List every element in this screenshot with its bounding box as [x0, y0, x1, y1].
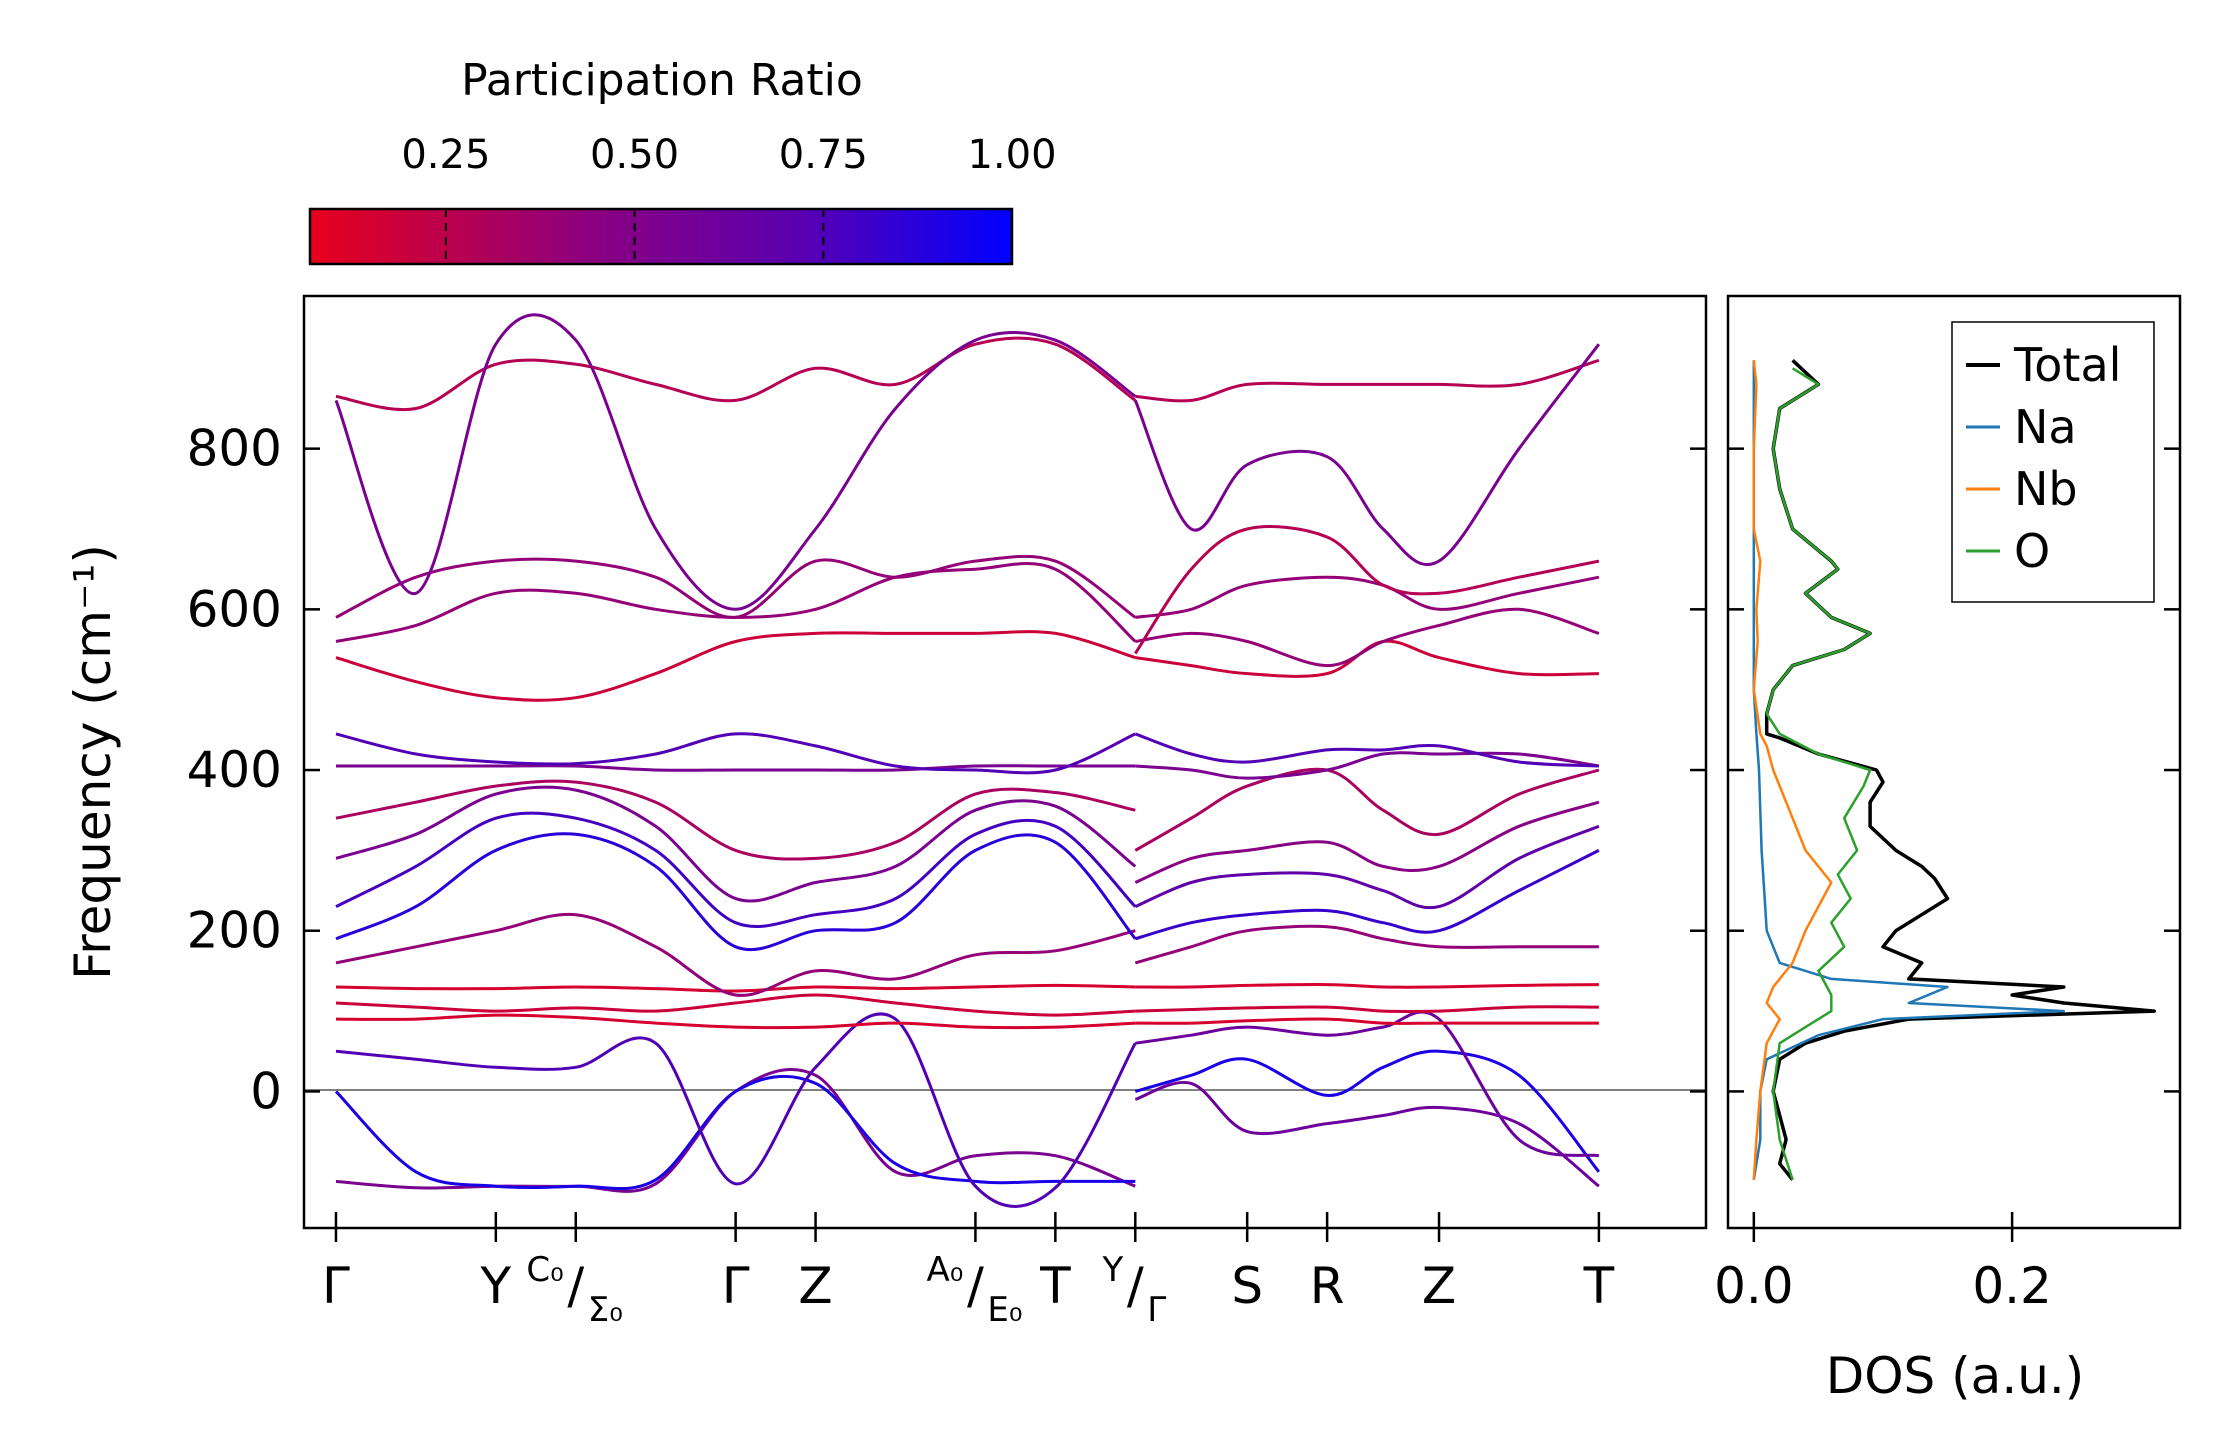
band-xtick-label: T	[1039, 1257, 1071, 1315]
band-xtick-label: Z	[798, 1257, 832, 1315]
band-xtick-label-slash: /	[567, 1257, 584, 1315]
dos-legend-items: Total Na Nb O	[1966, 338, 2121, 578]
band-line-seg2-top-1	[1135, 358, 1600, 403]
colorbar: Participation Ratio 0.25 0.50 0.75 1.00	[308, 55, 1057, 266]
band-ytick-label: 200	[187, 902, 282, 960]
band-line-seg2-optic-3	[1135, 1010, 1600, 1158]
dos-legend: Total Na Nb O	[1951, 321, 2155, 603]
band-axes-frame	[302, 294, 1708, 1230]
band-line-seg1-high-2	[335, 732, 1136, 775]
band-xtick-label-slash: /	[967, 1257, 984, 1315]
band-line-seg2-o-2	[1135, 607, 1600, 668]
legend-label-nb: Nb	[2014, 462, 2078, 516]
band-line-seg1-o-3	[335, 554, 1137, 619]
legend-label-o: O	[2014, 524, 2050, 578]
band-line-seg1-top-1	[335, 336, 1137, 412]
band-line-seg1-optic-3	[335, 1012, 1137, 1208]
band-line-seg1-mid-1	[335, 1013, 1136, 1030]
legend-label-total: Total	[2013, 338, 2121, 392]
band-xtick-label-sub: Σ₀	[588, 1290, 623, 1330]
colorbar-label: Participation Ratio	[461, 55, 863, 106]
band-line-seg2-high-1	[1135, 751, 1600, 780]
band-xtick-label: Z	[1422, 1257, 1456, 1315]
band-line-seg2-high-2	[1134, 732, 1599, 768]
colorbar-tick-label: 0.25	[401, 132, 490, 178]
band-line-seg1-o-1	[335, 630, 1136, 702]
band-line-seg2-mid-7	[1134, 800, 1600, 884]
band-line-seg1-optic-1	[335, 1067, 1136, 1193]
band-xtick-label: S	[1231, 1257, 1263, 1315]
band-xtick-label-slash: /	[1127, 1257, 1144, 1315]
band-ytick-label: 800	[187, 420, 282, 478]
band-line-seg2-optic-2	[1134, 1049, 1601, 1173]
band-xtick-label: Γ	[322, 1257, 350, 1315]
colorbar-tick-label: 0.75	[779, 132, 868, 178]
band-line-seg1-mid-4	[335, 912, 1136, 997]
band-line-seg2-top-2	[1133, 343, 1601, 567]
band-line-seg1-mid-3	[335, 983, 1136, 993]
band-line-seg1-mid-8	[335, 779, 1136, 861]
band-ytick-label: 400	[187, 741, 282, 799]
dos-ticks: 0.0 0.2	[1714, 447, 2180, 1315]
dos-line-nb	[1752, 360, 1833, 1180]
band-line-seg2-mid-8	[1134, 767, 1600, 852]
band-line-seg2-o-3	[1135, 575, 1600, 619]
phonon-bands	[334, 313, 1601, 1208]
dos-legend-frame	[1951, 321, 2155, 603]
dos-line-na	[1752, 360, 2066, 1180]
band-line-seg2-optic-1	[1134, 1080, 1600, 1188]
band-line-seg1-o-2	[335, 562, 1137, 643]
band-line-seg1-mid-2	[335, 993, 1136, 1017]
band-xtick-label-sub: E₀	[987, 1290, 1022, 1330]
band-ytick-label: 600	[187, 580, 282, 638]
band-line-seg1-top-2	[334, 313, 1137, 611]
band-xtick-label-fraction: A₀ / E₀	[927, 1250, 1023, 1330]
band-ytick-label: 0	[250, 1062, 282, 1120]
dos-panel: 0.0 0.2 DOS (a.u.) Total Na Nb O	[1714, 294, 2182, 1405]
dos-xtick-label: 0.2	[1972, 1257, 2052, 1315]
colorbar-gradient	[308, 207, 1014, 266]
dos-xtick-label: 0.0	[1714, 1257, 1794, 1315]
band-xtick-label: Y	[480, 1257, 512, 1315]
dos-line-o	[1765, 367, 1872, 1181]
band-xtick-label-sup: Y	[1102, 1250, 1124, 1290]
colorbar-tick-label: 0.50	[590, 132, 679, 178]
band-xtick-label-sub: Γ	[1147, 1290, 1166, 1330]
band-line-seg2-mid-5	[1134, 849, 1600, 941]
band-xtick-label-sup: C₀	[526, 1250, 563, 1290]
band-line-seg1-mid-6	[335, 811, 1137, 928]
band-line-seg2-o-4	[1134, 525, 1600, 655]
band-line-seg2-mid-1	[1135, 1017, 1599, 1025]
band-line-seg2-mid-4	[1134, 924, 1599, 965]
band-xtick-label-fraction: C₀ / Σ₀	[526, 1250, 623, 1330]
band-line-seg1-mid-7	[335, 785, 1137, 903]
colorbar-ticks: 0.25 0.50 0.75 1.00	[401, 132, 1057, 264]
band-x-ticks: Γ Y C₀ / Σ₀ Γ Z A₀ / E₀ T Y / Γ S R Z T	[322, 1212, 1615, 1330]
band-xtick-label-fraction: Y / Γ	[1102, 1250, 1167, 1330]
band-xtick-label: T	[1583, 1257, 1615, 1315]
band-line-seg1-mid-5	[335, 832, 1137, 952]
dos-curves	[1752, 359, 2156, 1181]
band-line-seg1-optic-2	[334, 1074, 1136, 1191]
band-y-ticks: 0 200 400 600 800	[187, 420, 1706, 1120]
dos-xlabel: DOS (a.u.)	[1826, 1347, 2085, 1405]
colorbar-tick-label: 1.00	[967, 132, 1056, 178]
band-line-seg2-o-1	[1135, 639, 1599, 678]
legend-label-na: Na	[2014, 400, 2077, 454]
band-xtick-label-sup: A₀	[927, 1250, 964, 1290]
band-xtick-label: Γ	[722, 1257, 750, 1315]
band-ylabel: Frequency (cm⁻¹)	[64, 544, 122, 980]
dos-axes-frame	[1726, 294, 2182, 1230]
band-line-seg2-mid-2	[1135, 1005, 1599, 1014]
band-xtick-label: R	[1310, 1257, 1345, 1315]
band-line-seg1-high-1	[336, 764, 1136, 772]
band-line-seg2-mid-6	[1134, 824, 1600, 910]
band-line-seg2-mid-3	[1135, 983, 1599, 989]
